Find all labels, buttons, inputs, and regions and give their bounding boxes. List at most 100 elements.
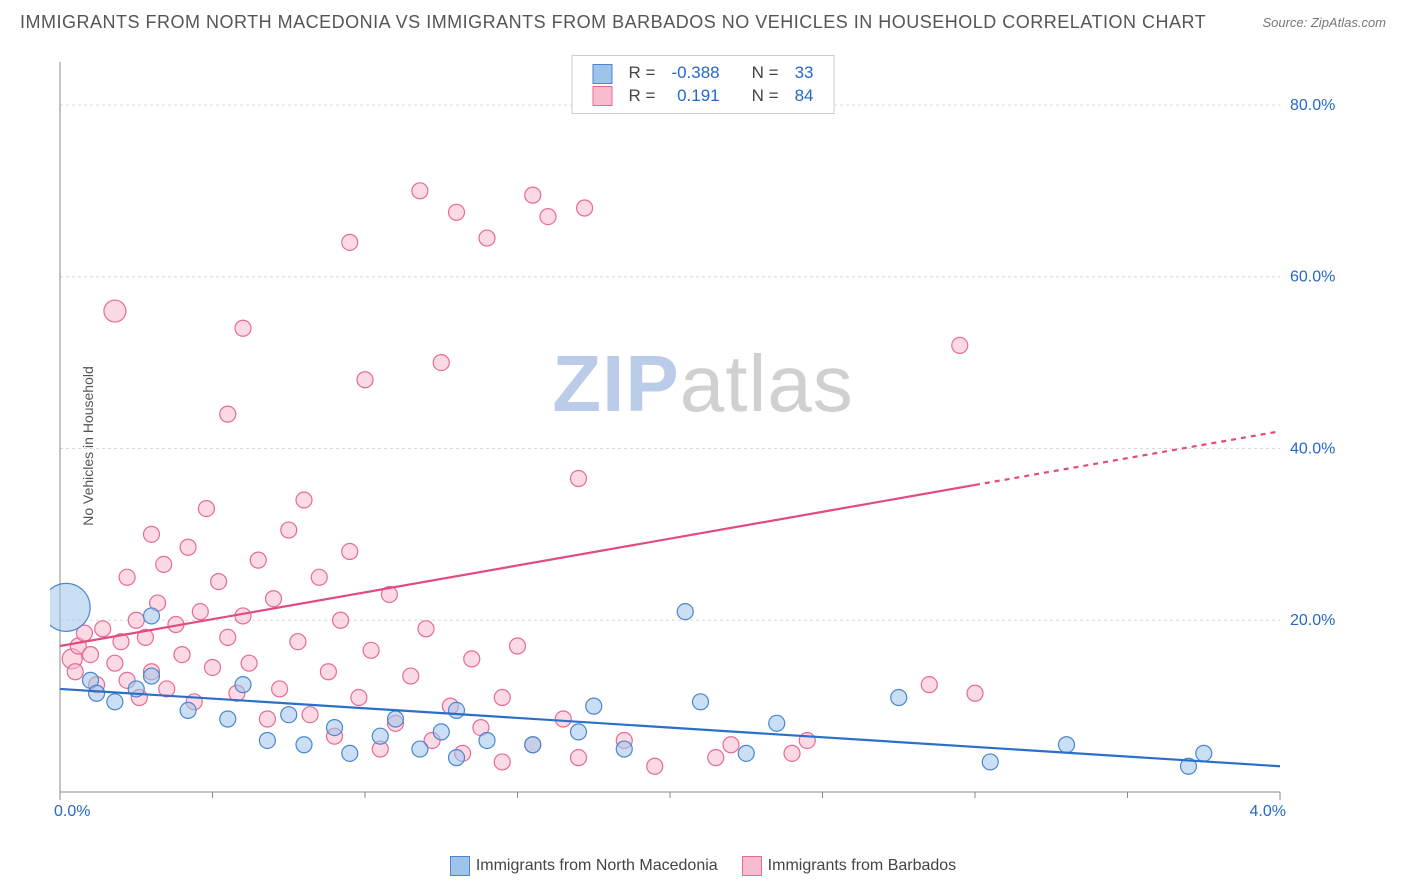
data-point <box>192 604 208 620</box>
data-point <box>571 750 587 766</box>
data-point <box>296 737 312 753</box>
data-point <box>494 690 510 706</box>
legend-swatch <box>450 856 470 876</box>
data-point <box>571 724 587 740</box>
data-point <box>220 711 236 727</box>
data-point <box>259 732 275 748</box>
r-label: R = <box>621 62 664 85</box>
data-point <box>180 539 196 555</box>
data-point <box>296 492 312 508</box>
chart-title: IMMIGRANTS FROM NORTH MACEDONIA VS IMMIG… <box>20 12 1206 33</box>
legend-label: Immigrants from Barbados <box>768 857 957 874</box>
legend-swatch <box>742 856 762 876</box>
y-tick-label: 40.0% <box>1290 440 1335 457</box>
n-value: 84 <box>787 85 822 108</box>
data-point <box>259 711 275 727</box>
series-legend: Immigrants from North Macedonia Immigrant… <box>0 856 1406 876</box>
data-point <box>302 707 318 723</box>
data-point <box>198 501 214 517</box>
data-point <box>351 690 367 706</box>
data-point <box>156 556 172 572</box>
n-label: N = <box>744 85 787 108</box>
data-point <box>982 754 998 770</box>
data-point <box>342 544 358 560</box>
data-point <box>412 183 428 199</box>
data-point <box>479 732 495 748</box>
legend-label: Immigrants from North Macedonia <box>476 857 718 874</box>
data-point <box>510 638 526 654</box>
r-label: R = <box>621 85 664 108</box>
data-point <box>418 621 434 637</box>
data-point <box>577 200 593 216</box>
data-point <box>174 647 190 663</box>
legend-item: Immigrants from Barbados <box>742 856 957 876</box>
data-point <box>119 569 135 585</box>
y-tick-label: 80.0% <box>1290 97 1335 114</box>
data-point <box>327 720 343 736</box>
regression-line-extrapolated <box>975 431 1280 485</box>
y-tick-label: 20.0% <box>1290 612 1335 629</box>
data-point <box>220 406 236 422</box>
data-point <box>104 300 126 322</box>
data-point <box>95 621 111 637</box>
scatter-plot: 20.0%40.0%60.0%80.0%0.0%4.0% <box>50 52 1350 822</box>
data-point <box>281 522 297 538</box>
data-point <box>144 608 160 624</box>
data-point <box>586 698 602 714</box>
data-point <box>449 702 465 718</box>
data-point <box>891 690 907 706</box>
data-point <box>320 664 336 680</box>
data-point <box>571 471 587 487</box>
data-point <box>235 608 251 624</box>
data-point <box>1196 745 1212 761</box>
regression-line <box>60 689 1280 766</box>
r-value: 0.191 <box>663 85 727 108</box>
data-point <box>311 569 327 585</box>
data-point <box>211 574 227 590</box>
data-point <box>464 651 480 667</box>
data-point <box>525 737 541 753</box>
data-point <box>784 745 800 761</box>
data-point <box>1059 737 1075 753</box>
data-point <box>403 668 419 684</box>
data-point <box>525 187 541 203</box>
n-label: N = <box>744 62 787 85</box>
data-point <box>449 204 465 220</box>
data-point <box>342 234 358 250</box>
data-point <box>180 702 196 718</box>
data-point <box>50 583 90 631</box>
data-point <box>363 642 379 658</box>
data-point <box>372 728 388 744</box>
data-point <box>433 355 449 371</box>
correlation-stats-legend: R =-0.388N =33R =0.191N =84 <box>572 55 835 114</box>
data-point <box>693 694 709 710</box>
data-point <box>494 754 510 770</box>
data-point <box>342 745 358 761</box>
data-point <box>357 372 373 388</box>
data-point <box>144 526 160 542</box>
data-point <box>769 715 785 731</box>
data-point <box>412 741 428 757</box>
data-point <box>272 681 288 697</box>
data-point <box>281 707 297 723</box>
data-point <box>266 591 282 607</box>
data-point <box>723 737 739 753</box>
legend-item: Immigrants from North Macedonia <box>450 856 718 876</box>
data-point <box>333 612 349 628</box>
data-point <box>220 629 236 645</box>
data-point <box>250 552 266 568</box>
data-point <box>67 664 83 680</box>
data-point <box>921 677 937 693</box>
n-value: 33 <box>787 62 822 85</box>
data-point <box>144 668 160 684</box>
data-point <box>235 320 251 336</box>
data-point <box>555 711 571 727</box>
data-point <box>647 758 663 774</box>
data-point <box>677 604 693 620</box>
data-point <box>952 337 968 353</box>
data-point <box>107 655 123 671</box>
data-point <box>449 750 465 766</box>
data-point <box>128 612 144 628</box>
data-point <box>479 230 495 246</box>
data-point <box>540 209 556 225</box>
